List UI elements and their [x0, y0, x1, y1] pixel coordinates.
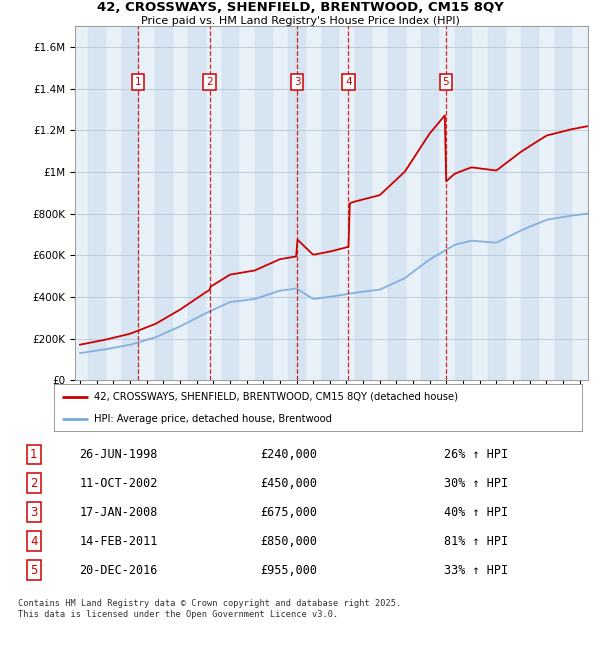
- Text: 20-DEC-2016: 20-DEC-2016: [79, 564, 158, 577]
- Bar: [255, 26, 272, 380]
- Text: 11-OCT-2002: 11-OCT-2002: [79, 477, 158, 490]
- Text: £450,000: £450,000: [260, 477, 317, 490]
- Text: 3: 3: [294, 77, 301, 87]
- Text: £955,000: £955,000: [260, 564, 317, 577]
- Text: 2: 2: [30, 477, 38, 490]
- Bar: [388, 26, 405, 380]
- Bar: [122, 26, 138, 380]
- Text: 26% ↑ HPI: 26% ↑ HPI: [444, 448, 508, 461]
- Text: 81% ↑ HPI: 81% ↑ HPI: [444, 535, 508, 548]
- Bar: [221, 26, 238, 380]
- Text: HPI: Average price, detached house, Brentwood: HPI: Average price, detached house, Bren…: [94, 414, 332, 424]
- Text: 5: 5: [443, 77, 449, 87]
- Bar: [322, 26, 338, 380]
- Bar: [521, 26, 538, 380]
- Text: Contains HM Land Registry data © Crown copyright and database right 2025.
This d: Contains HM Land Registry data © Crown c…: [18, 599, 401, 619]
- Bar: [488, 26, 505, 380]
- Text: 4: 4: [345, 77, 352, 87]
- Bar: [554, 26, 571, 380]
- Text: 1: 1: [30, 448, 38, 461]
- Bar: [421, 26, 438, 380]
- Text: Price paid vs. HM Land Registry's House Price Index (HPI): Price paid vs. HM Land Registry's House …: [140, 16, 460, 26]
- Text: £240,000: £240,000: [260, 448, 317, 461]
- Text: 3: 3: [30, 506, 38, 519]
- Text: 42, CROSSWAYS, SHENFIELD, BRENTWOOD, CM15 8QY: 42, CROSSWAYS, SHENFIELD, BRENTWOOD, CM1…: [97, 1, 503, 14]
- Bar: [155, 26, 172, 380]
- Bar: [188, 26, 205, 380]
- Text: 33% ↑ HPI: 33% ↑ HPI: [444, 564, 508, 577]
- Bar: [455, 26, 472, 380]
- Text: 1: 1: [134, 77, 141, 87]
- Text: 2: 2: [206, 77, 213, 87]
- Text: £675,000: £675,000: [260, 506, 317, 519]
- Text: 14-FEB-2011: 14-FEB-2011: [79, 535, 158, 548]
- Text: 17-JAN-2008: 17-JAN-2008: [79, 506, 158, 519]
- Text: 30% ↑ HPI: 30% ↑ HPI: [444, 477, 508, 490]
- Text: 42, CROSSWAYS, SHENFIELD, BRENTWOOD, CM15 8QY (detached house): 42, CROSSWAYS, SHENFIELD, BRENTWOOD, CM1…: [94, 392, 458, 402]
- Text: 4: 4: [30, 535, 38, 548]
- Text: 5: 5: [30, 564, 38, 577]
- Bar: [88, 26, 105, 380]
- Text: 40% ↑ HPI: 40% ↑ HPI: [444, 506, 508, 519]
- Text: 26-JUN-1998: 26-JUN-1998: [79, 448, 158, 461]
- Bar: [288, 26, 305, 380]
- Bar: [355, 26, 371, 380]
- Text: £850,000: £850,000: [260, 535, 317, 548]
